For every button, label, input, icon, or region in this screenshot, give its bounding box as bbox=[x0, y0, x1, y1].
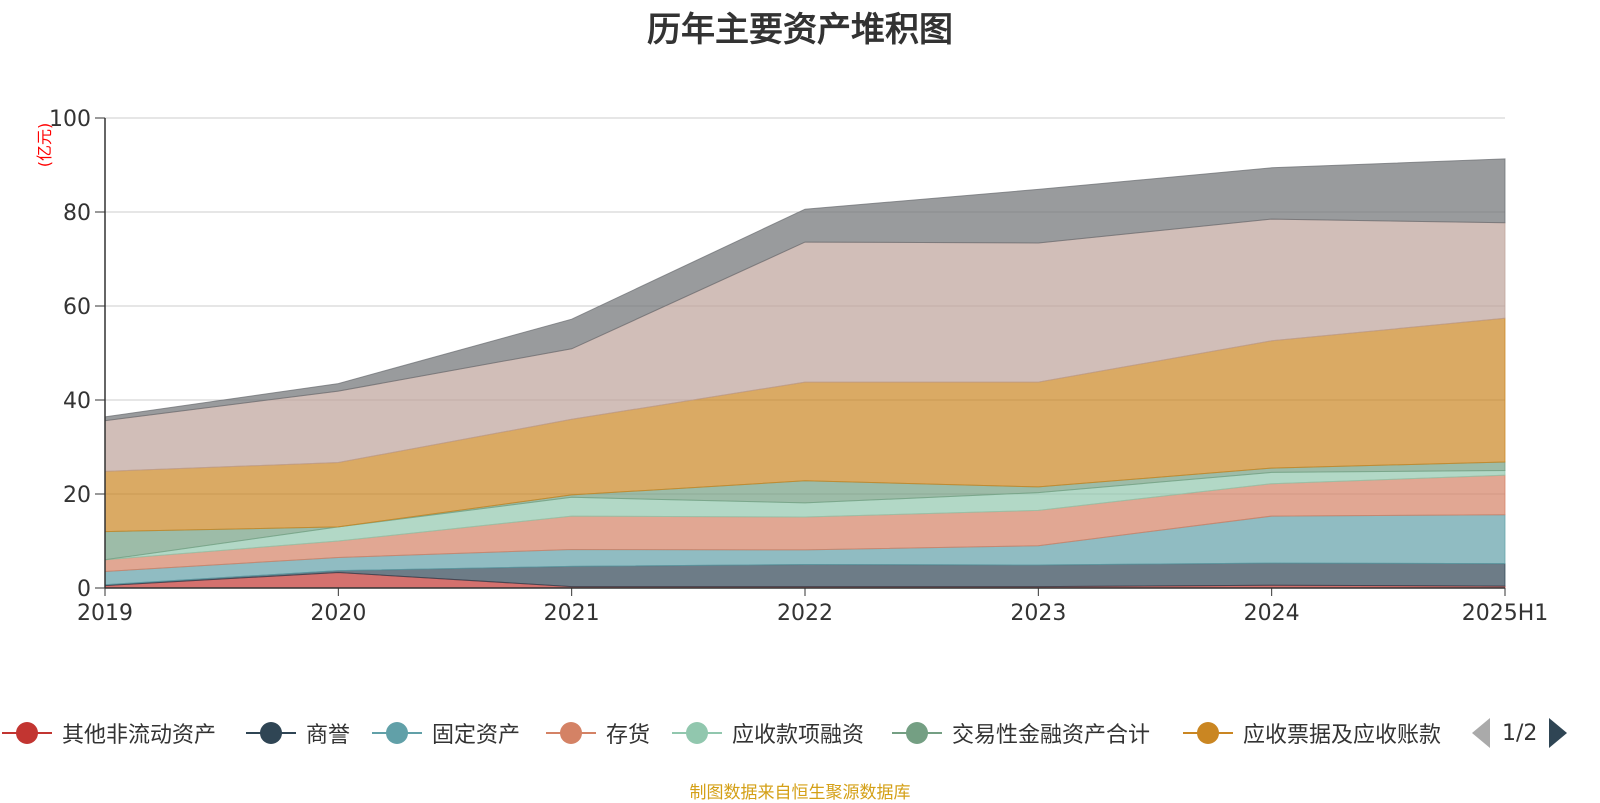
legend-label: 存货 bbox=[606, 723, 651, 748]
legend-prev-arrow-icon[interactable] bbox=[1472, 718, 1490, 748]
legend-marker bbox=[372, 713, 422, 753]
legend-marker bbox=[1183, 713, 1233, 753]
legend-label: 交易性金融资产合计 bbox=[952, 723, 1151, 748]
legend-item[interactable]: 商誉 bbox=[246, 713, 350, 753]
x-tick-label: 2024 bbox=[1244, 601, 1300, 626]
y-tick-label: 100 bbox=[49, 107, 91, 132]
x-tick-label: 2022 bbox=[777, 601, 833, 626]
legend-label: 应收款项融资 bbox=[732, 723, 865, 748]
y-axis-unit-label: (亿元) bbox=[35, 123, 54, 168]
x-tick-label: 2019 bbox=[77, 601, 133, 626]
legend-page-indicator: 1/2 bbox=[1502, 720, 1538, 746]
legend-item[interactable]: 交易性金融资产合计 bbox=[892, 713, 1150, 753]
chart-legend: 其他非流动资产 商誉 固定资产 存货 应收款项融资 交易性金融资产合计 应收票据及应收账款 1… bbox=[0, 713, 1600, 753]
y-tick-label: 20 bbox=[63, 483, 91, 508]
y-tick-label: 80 bbox=[63, 201, 91, 226]
legend-next-arrow-icon[interactable] bbox=[1549, 718, 1568, 748]
x-tick-label: 2023 bbox=[1010, 601, 1066, 626]
legend-label: 其他非流动资产 bbox=[62, 723, 217, 748]
y-tick-label: 0 bbox=[77, 577, 91, 602]
legend-label: 商誉 bbox=[306, 723, 351, 748]
axes: 0 20 40 60 80 100 2019 2020 2021 2022 2023 2024 2025… bbox=[49, 107, 1548, 626]
legend-marker bbox=[672, 713, 722, 753]
data-source-note: 制图数据来自恒生聚源数据库 bbox=[689, 783, 911, 803]
x-tick-label: 2021 bbox=[544, 601, 600, 626]
legend-label: 固定资产 bbox=[432, 723, 521, 748]
x-tick-label: 2020 bbox=[310, 601, 366, 626]
legend-item[interactable]: 应收款项融资 bbox=[672, 713, 864, 753]
legend-marker bbox=[246, 713, 296, 753]
legend-marker bbox=[546, 713, 596, 753]
legend-item[interactable]: 存货 bbox=[546, 713, 650, 753]
legend-item[interactable]: 固定资产 bbox=[372, 713, 520, 753]
legend-pager: 1/2 bbox=[1472, 713, 1568, 753]
y-tick-label: 40 bbox=[63, 389, 91, 414]
x-tick-label: 2025H1 bbox=[1462, 601, 1549, 626]
legend-item[interactable]: 其他非流动资产 bbox=[2, 713, 216, 753]
legend-marker bbox=[2, 713, 52, 753]
legend-marker bbox=[892, 713, 942, 753]
y-tick-label: 60 bbox=[63, 295, 91, 320]
legend-item[interactable]: 应收票据及应收账款 bbox=[1183, 713, 1441, 753]
stacked-areas bbox=[104, 158, 1506, 589]
chart-title: 历年主要资产堆积图 bbox=[647, 10, 953, 50]
chart-area: 0 20 40 60 80 100 2019 2020 2021 2022 2023 2024 2025… bbox=[35, 107, 1548, 626]
legend-label: 应收票据及应收账款 bbox=[1243, 723, 1442, 748]
area-series-9 bbox=[104, 158, 1506, 422]
